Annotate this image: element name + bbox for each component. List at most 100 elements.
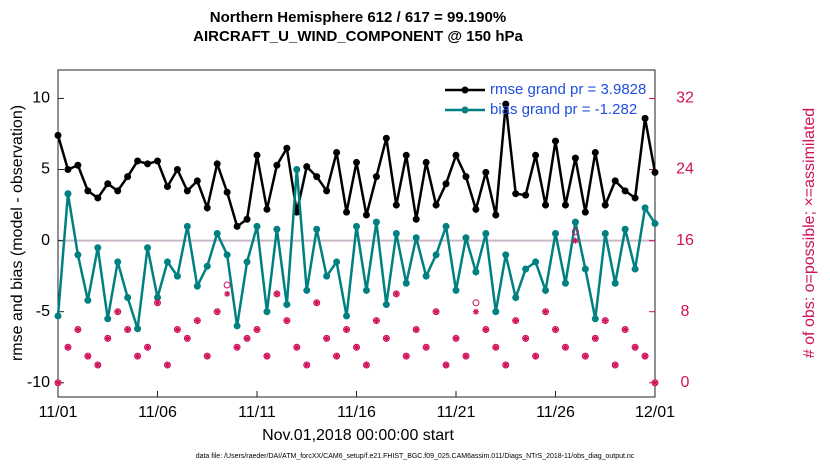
- obs-assimilated: [542, 308, 549, 315]
- series-marker: [492, 211, 500, 219]
- series-marker: [581, 208, 589, 216]
- obs-assimilated: [502, 362, 509, 369]
- series-marker: [412, 215, 420, 223]
- obs-assimilated: [263, 353, 270, 360]
- series-marker: [144, 160, 152, 168]
- series-marker: [442, 180, 450, 188]
- series-marker: [591, 315, 599, 323]
- series-marker: [134, 157, 142, 165]
- series-marker: [552, 137, 559, 145]
- series-marker: [64, 190, 72, 198]
- series-marker: [392, 230, 400, 237]
- series-marker: [641, 204, 649, 212]
- obs-possible: [571, 228, 579, 236]
- series-marker: [412, 234, 420, 242]
- x-tick-label: 11/26: [536, 404, 575, 421]
- series-marker: [601, 230, 609, 237]
- obs-assimilated: [462, 353, 469, 360]
- y2-tick-label: 0: [681, 374, 690, 391]
- obs-assimilated: [393, 290, 400, 297]
- obs-assimilated: [104, 335, 111, 342]
- series-marker: [183, 187, 191, 195]
- series-marker: [243, 258, 251, 266]
- series-marker: [233, 322, 241, 330]
- obs-assimilated: [383, 335, 390, 342]
- series-marker: [333, 148, 341, 156]
- y-axis-label: rmse and bias (model - observation): [9, 105, 26, 361]
- series-marker: [263, 308, 271, 316]
- series-marker: [462, 173, 470, 181]
- series-marker: [303, 286, 311, 294]
- obs-assimilated: [592, 335, 599, 342]
- series-marker: [74, 161, 82, 169]
- series-marker: [263, 205, 271, 213]
- series-marker: [651, 168, 659, 176]
- series-marker: [203, 204, 211, 212]
- chart-subtitle: AIRCRAFT_U_WIND_COMPONENT @ 150 hPa: [193, 28, 523, 45]
- obs-assimilated: [552, 326, 559, 333]
- series-marker: [333, 258, 341, 266]
- y-tick-label: 0: [41, 232, 50, 249]
- obs-assimilated: [244, 335, 251, 342]
- obs-assimilated: [254, 326, 260, 333]
- series-marker: [343, 208, 351, 216]
- series-marker: [173, 272, 181, 280]
- series-marker: [561, 201, 569, 209]
- obs-assimilated: [64, 344, 71, 351]
- series-marker: [601, 201, 609, 209]
- series-marker: [512, 190, 520, 198]
- series-marker: [442, 222, 450, 230]
- y-tick-label: 5: [41, 161, 50, 178]
- obs-assimilated: [403, 353, 410, 360]
- series-marker: [203, 262, 211, 270]
- series-marker: [611, 279, 619, 287]
- legend-marker: [461, 86, 469, 94]
- series-marker: [631, 265, 639, 273]
- series-marker: [84, 187, 92, 195]
- series-marker: [124, 293, 132, 301]
- obs-assimilated: [453, 335, 459, 342]
- series-marker: [283, 301, 291, 309]
- series-marker: [591, 148, 599, 156]
- series-marker: [502, 251, 510, 259]
- footnote: data file: /Users/raeder/DAI/ATM_forcXX/…: [196, 453, 635, 460]
- x-tick-label: 11/11: [238, 404, 276, 421]
- series-marker: [571, 154, 579, 162]
- obs-assimilated: [273, 290, 280, 297]
- obs-possible: [472, 299, 480, 307]
- series-marker: [651, 220, 659, 228]
- series-marker: [472, 268, 480, 276]
- series-marker: [631, 194, 639, 202]
- obs-assimilated: [482, 326, 489, 333]
- series-marker: [183, 222, 191, 230]
- obs-assimilated: [84, 353, 91, 360]
- series-marker: [124, 173, 132, 181]
- series-marker: [641, 114, 649, 122]
- obs-assimilated: [74, 326, 81, 333]
- series-marker: [492, 308, 500, 316]
- obs-assimilated: [532, 353, 539, 360]
- obs-assimilated: [652, 379, 658, 386]
- series-marker: [154, 157, 161, 165]
- series-marker: [522, 265, 530, 273]
- legend-marker: [461, 106, 469, 114]
- x-tick-label: 11/01: [39, 404, 78, 421]
- obs-assimilated: [472, 308, 479, 315]
- series-marker: [382, 301, 390, 309]
- obs-assimilated: [144, 344, 151, 351]
- series-marker: [621, 187, 629, 195]
- y-tick-label: -5: [36, 303, 50, 320]
- series-marker: [432, 251, 440, 259]
- series-marker: [542, 286, 550, 294]
- series-marker: [273, 161, 281, 169]
- series-marker: [173, 166, 181, 174]
- series-marker: [293, 166, 301, 174]
- series-marker: [432, 201, 440, 209]
- series-marker: [233, 222, 241, 230]
- series-marker: [362, 286, 370, 294]
- series-marker: [94, 244, 102, 252]
- series-marker: [402, 151, 410, 159]
- series-marker: [452, 151, 460, 159]
- series-marker: [621, 225, 629, 233]
